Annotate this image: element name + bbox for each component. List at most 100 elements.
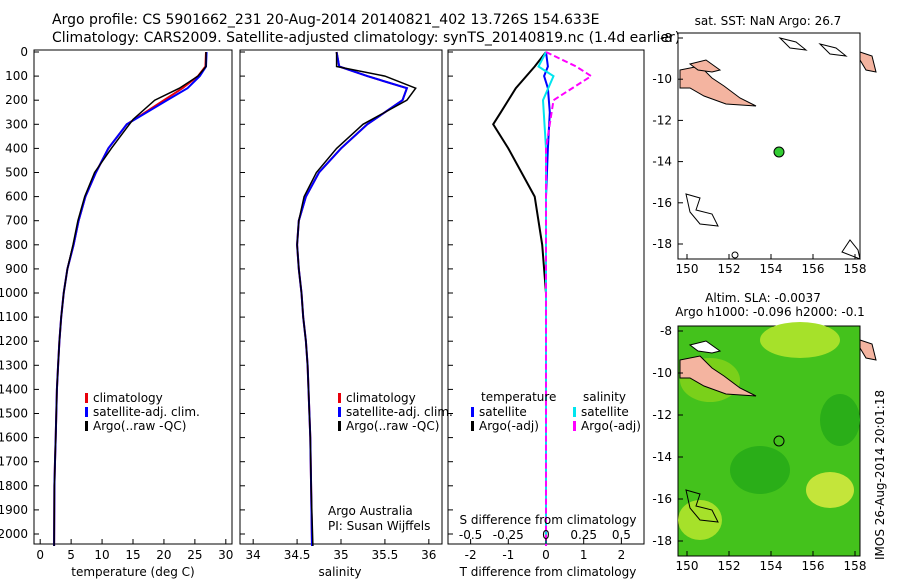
temp-xlabel: temperature (deg C) [71, 565, 194, 579]
depth-tick-label: 700 [5, 214, 28, 228]
legend-swatch-satellite [338, 407, 341, 417]
temp-legend-argo: Argo(..raw -QC) [93, 419, 186, 433]
map-bottom-title2: Argo h1000: -0.096 h2000: -0.1 [675, 305, 865, 319]
coral-outline [685, 193, 719, 227]
sal-xtick-label: 36 [421, 548, 436, 562]
sal-legend-sat: satellite-adj. clim. [346, 405, 453, 419]
map-bottom [677, 322, 877, 557]
temp-xtick-label: 25 [187, 548, 202, 562]
sal-legend-argo: Argo(..raw -QC) [346, 419, 439, 433]
temp-xtick-label: 10 [94, 548, 109, 562]
sla-blob [806, 472, 854, 508]
map-top-title: sat. SST: NaN Argo: 26.7 [695, 14, 842, 28]
coast-outline [841, 239, 861, 260]
temp-xtick-label: 0 [36, 548, 44, 562]
map-xtick-label: 158 [844, 262, 867, 276]
island [859, 51, 877, 73]
temp-legend: climatology satellite-adj. clim. Argo(..… [85, 391, 200, 433]
legend-swatch-s-argo [573, 421, 576, 431]
diff-legend-t-head: temperature [481, 390, 556, 404]
map-bottom-yticks: -8 -10 -12 -14 -16 -18 [652, 324, 683, 548]
png-land [679, 65, 757, 107]
diff-t-ticks: -2 -1 0 1 2 [465, 539, 626, 562]
island-outline [818, 43, 848, 57]
depth-tick-label: 200 [5, 93, 28, 107]
map-ytick-label: -16 [652, 196, 672, 210]
sal-xtick-label: 34.5 [284, 548, 311, 562]
diff-plot [492, 51, 594, 546]
diff-s-tick-label: 0.5 [612, 528, 631, 542]
credit-pi: PI: Susan Wijffels [328, 519, 430, 533]
temp-legend-clim: climatology [93, 391, 163, 405]
sla-blob [730, 446, 790, 494]
depth-tick-label: 2000 [0, 527, 28, 541]
depth-tick-label: 1500 [0, 407, 28, 421]
diff-s-tick-label: -0.5 [459, 528, 482, 542]
depth-tick-label: 1000 [0, 286, 28, 300]
depth-tick-label: 1300 [0, 358, 28, 372]
map-xtick-label: 154 [760, 262, 783, 276]
depth-tick-label: 1100 [0, 310, 28, 324]
map-xtick-label: 152 [718, 559, 741, 573]
depth-tick-label: 1900 [0, 503, 28, 517]
sla-blob [820, 394, 860, 446]
map-top [677, 32, 877, 260]
map-ytick-label: -12 [652, 113, 672, 127]
map-xtick-label: 152 [718, 262, 741, 276]
map-ytick-label: -12 [652, 408, 672, 422]
map-ytick-label: -18 [652, 237, 672, 251]
temp-xtick-label: 15 [125, 548, 140, 562]
map-top-xticks: 150 152 154 156 158 [676, 254, 867, 276]
legend-swatch-t-argo [471, 421, 474, 431]
island [688, 59, 722, 73]
diff-xlabel: T difference from climatology [459, 565, 637, 579]
map-xtick-label: 156 [802, 262, 825, 276]
map-xtick-label: 156 [802, 559, 825, 573]
depth-tick-label: 900 [5, 262, 28, 276]
diff-s-tick-label: -0.25 [493, 528, 524, 542]
series-line-argo---raw--qc- [296, 52, 417, 547]
diff-t-tick-label: 0 [542, 548, 550, 562]
sal-plot [296, 51, 417, 547]
diff-legend-t-argo: Argo(-adj) [479, 419, 539, 433]
float-marker [773, 435, 785, 447]
map-bottom-title1: Altim. SLA: -0.0037 [705, 291, 821, 305]
map-xtick-label: 150 [676, 262, 699, 276]
map-ytick-label: -16 [652, 492, 672, 506]
depth-tick-label: 1200 [0, 334, 28, 348]
sal-xticks: 34 34.5 35 35.5 36 [246, 539, 436, 562]
sal-xtick-label: 35 [333, 548, 348, 562]
map-bottom-xticks: 150 152 154 156 158 [676, 551, 867, 573]
diff-legend-t-sat: satellite [479, 405, 527, 419]
temp-xticks: 0 5 10 15 20 25 30 [36, 539, 233, 562]
map-ytick-label: -8 [660, 324, 672, 338]
profile-title: Argo profile: CS 5901662_231 20-Aug-2014… [52, 12, 600, 28]
diff-t-tick-label: 2 [618, 548, 626, 562]
diff-legend-s-sat: satellite [581, 405, 629, 419]
sal-legend: climatology satellite-adj. clim. Argo(..… [338, 391, 453, 433]
float-marker [773, 146, 785, 158]
map-ytick-label: -10 [652, 366, 672, 380]
map-xtick-label: 158 [844, 559, 867, 573]
series-line-climatology [296, 51, 409, 547]
diff-legend-s-argo: Argo(-adj) [581, 419, 641, 433]
series-line-satellite-adj--clim- [53, 51, 208, 547]
diff-t-tick-label: -1 [502, 548, 514, 562]
diff-s-tick-label: 0.25 [570, 528, 597, 542]
sal-panel-frame [239, 49, 443, 545]
legend-swatch-climatology [85, 393, 88, 403]
legend-swatch-s-sat [573, 407, 576, 417]
island [688, 340, 722, 354]
depth-tick-label: 1700 [0, 455, 28, 469]
map-ytick-label: -8 [660, 31, 672, 45]
depth-tick-label: 0 [20, 45, 28, 59]
island [859, 339, 877, 361]
legend-swatch-argo [85, 421, 88, 431]
diff-s-ticks: -0.5 -0.25 0 0.25 0.5 [459, 528, 631, 542]
depth-axis: 0 100 200 300 400 500 600 700 800 900 1000 1100 1200… [0, 45, 453, 541]
legend-swatch-climatology [338, 393, 341, 403]
diff-s-tick-label: 0 [542, 528, 550, 542]
depth-tick-label: 800 [5, 238, 28, 252]
series-line-argo--adj- [492, 51, 547, 546]
